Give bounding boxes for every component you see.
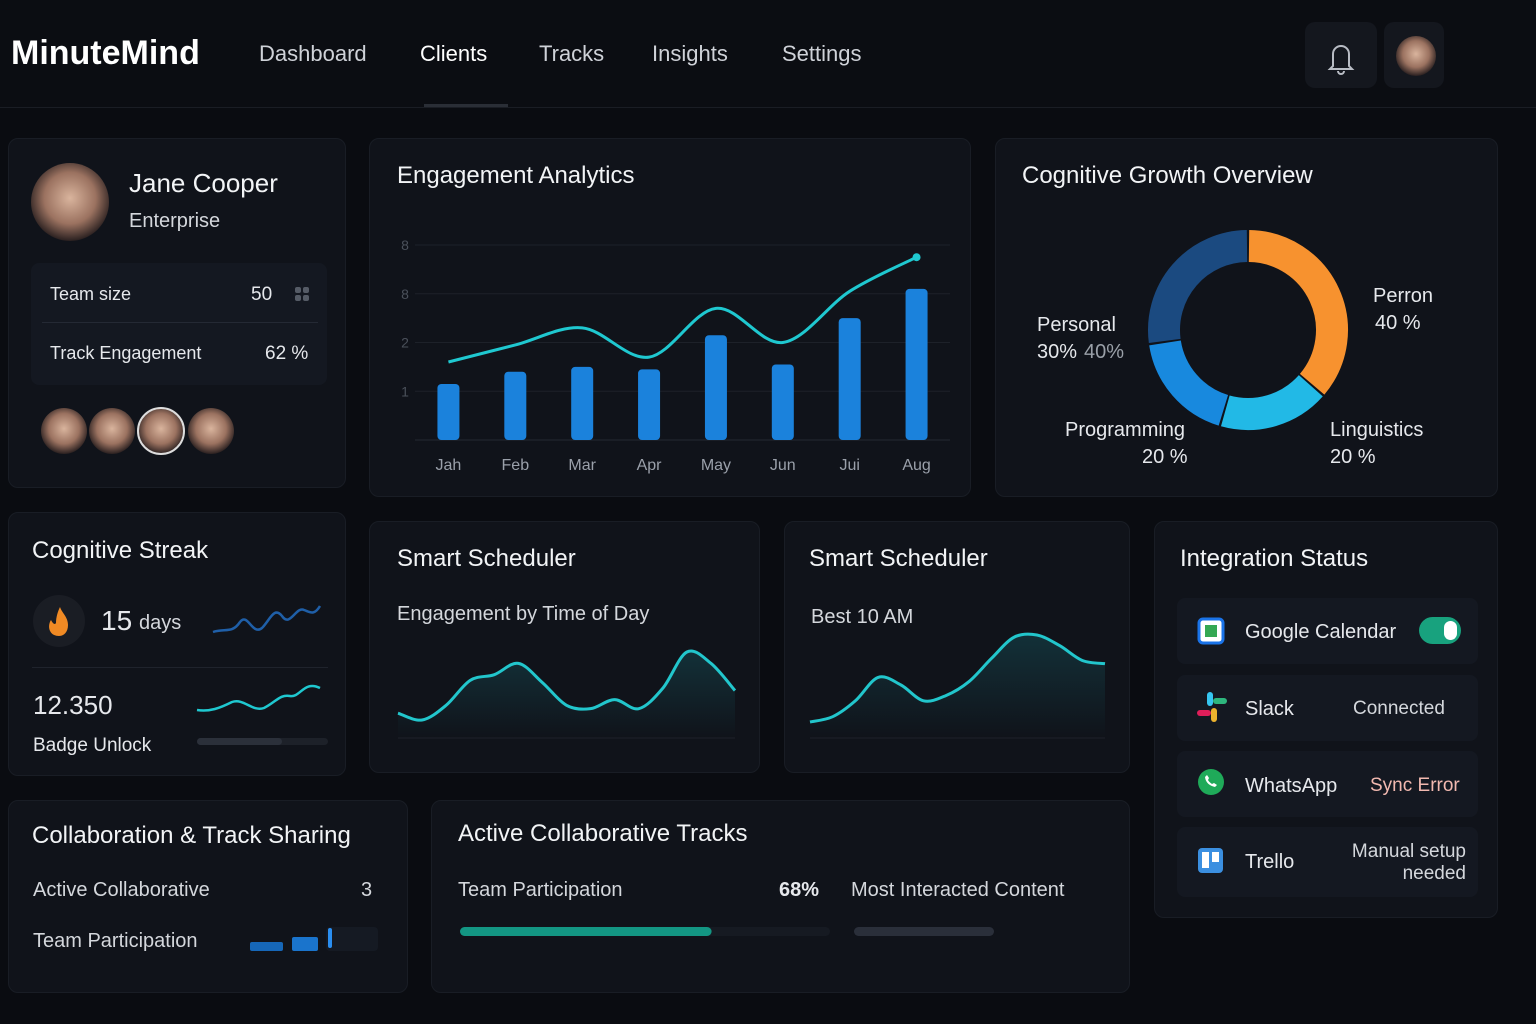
stat-value: 50: [251, 284, 273, 305]
stat-label: Track Engagement: [50, 343, 202, 363]
row-label: Team Participation: [33, 930, 198, 952]
nav-bar: [0, 0, 1536, 108]
donut-label: Personal: [1037, 314, 1116, 336]
content-bar: [854, 927, 994, 936]
integration-row: [1177, 751, 1478, 817]
toggle-knob: [1444, 621, 1457, 640]
donut-value: 30%: [1037, 341, 1078, 363]
card-title: Engagement Analytics: [397, 162, 635, 189]
collaboration-card: [8, 800, 408, 993]
stats-panel: [31, 263, 327, 385]
notification-button[interactable]: [1305, 22, 1377, 88]
divider: [42, 322, 318, 323]
badge-progress-fill: [197, 738, 282, 745]
integration-status: Manual setup needed: [1351, 841, 1466, 884]
mini-bar: [326, 927, 378, 951]
card-title: Collaboration & Track Sharing: [32, 822, 351, 849]
mini-bar: [292, 937, 318, 951]
donut-value: 20 %: [1142, 446, 1188, 468]
integration-row: [1177, 827, 1478, 897]
integration-row: [1177, 675, 1478, 741]
card-title: Smart Scheduler: [397, 545, 576, 572]
card-title: Cognitive Streak: [32, 537, 209, 564]
profile-name: Jane Cooper: [129, 168, 278, 198]
toggle[interactable]: [1419, 617, 1461, 644]
stat-value: 62 %: [265, 343, 309, 364]
row-value: 3: [361, 879, 373, 901]
card-title: Integration Status: [1180, 545, 1369, 572]
integration-name: Slack: [1245, 698, 1294, 720]
donut-label: Programming: [1065, 419, 1186, 441]
content-label: Most Interacted Content: [851, 879, 1065, 901]
profile-plan: Enterprise: [129, 210, 221, 232]
card-title: Smart Scheduler: [809, 545, 988, 572]
participation-label: Team Participation: [458, 879, 623, 901]
tracks-card: [431, 800, 1130, 993]
brand[interactable]: MinuteMind: [11, 34, 200, 72]
mini-bar: [328, 928, 332, 948]
nav-link[interactable]: Tracks: [539, 41, 605, 66]
card-title: Active Collaborative Tracks: [458, 820, 748, 847]
participation-value: 68%: [779, 879, 820, 901]
streak-days: 15: [101, 605, 133, 636]
streak-unit: days: [139, 612, 182, 634]
integration-name: Google Calendar: [1245, 621, 1397, 643]
integration-status: Sync Error: [1370, 775, 1460, 796]
card-subtitle: Best 10 AM: [811, 606, 914, 628]
donut-value: 20 %: [1330, 446, 1376, 468]
nav-link[interactable]: Dashboard: [259, 41, 367, 66]
donut-value: 40 %: [1375, 312, 1421, 334]
nav-link[interactable]: Settings: [782, 41, 862, 66]
engagement-card: [369, 138, 971, 497]
card-title: Cognitive Growth Overview: [1022, 162, 1313, 189]
donut-label: Linguistics: [1330, 419, 1424, 441]
card-subtitle: Engagement by Time of Day: [397, 603, 650, 625]
streak-points: 12.350: [33, 690, 113, 720]
avatar-button[interactable]: [1384, 22, 1444, 88]
mini-bar: [250, 942, 283, 951]
integration-name: WhatsApp: [1245, 775, 1338, 797]
integration-name: Trello: [1245, 851, 1295, 873]
active-underline: [424, 104, 508, 107]
divider: [32, 667, 328, 668]
streak-icon: [33, 595, 85, 647]
donut-annotation: 40%: [1084, 341, 1125, 363]
streak-points-label: Badge Unlock: [33, 735, 152, 756]
integration-status: Connected: [1353, 698, 1445, 719]
nav-link[interactable]: Insights: [652, 41, 728, 66]
nav-link[interactable]: Clients: [420, 41, 488, 66]
stat-label: Team size: [50, 284, 132, 304]
row-label: Active Collaborative: [33, 879, 210, 901]
donut-label: Perron: [1373, 285, 1434, 307]
